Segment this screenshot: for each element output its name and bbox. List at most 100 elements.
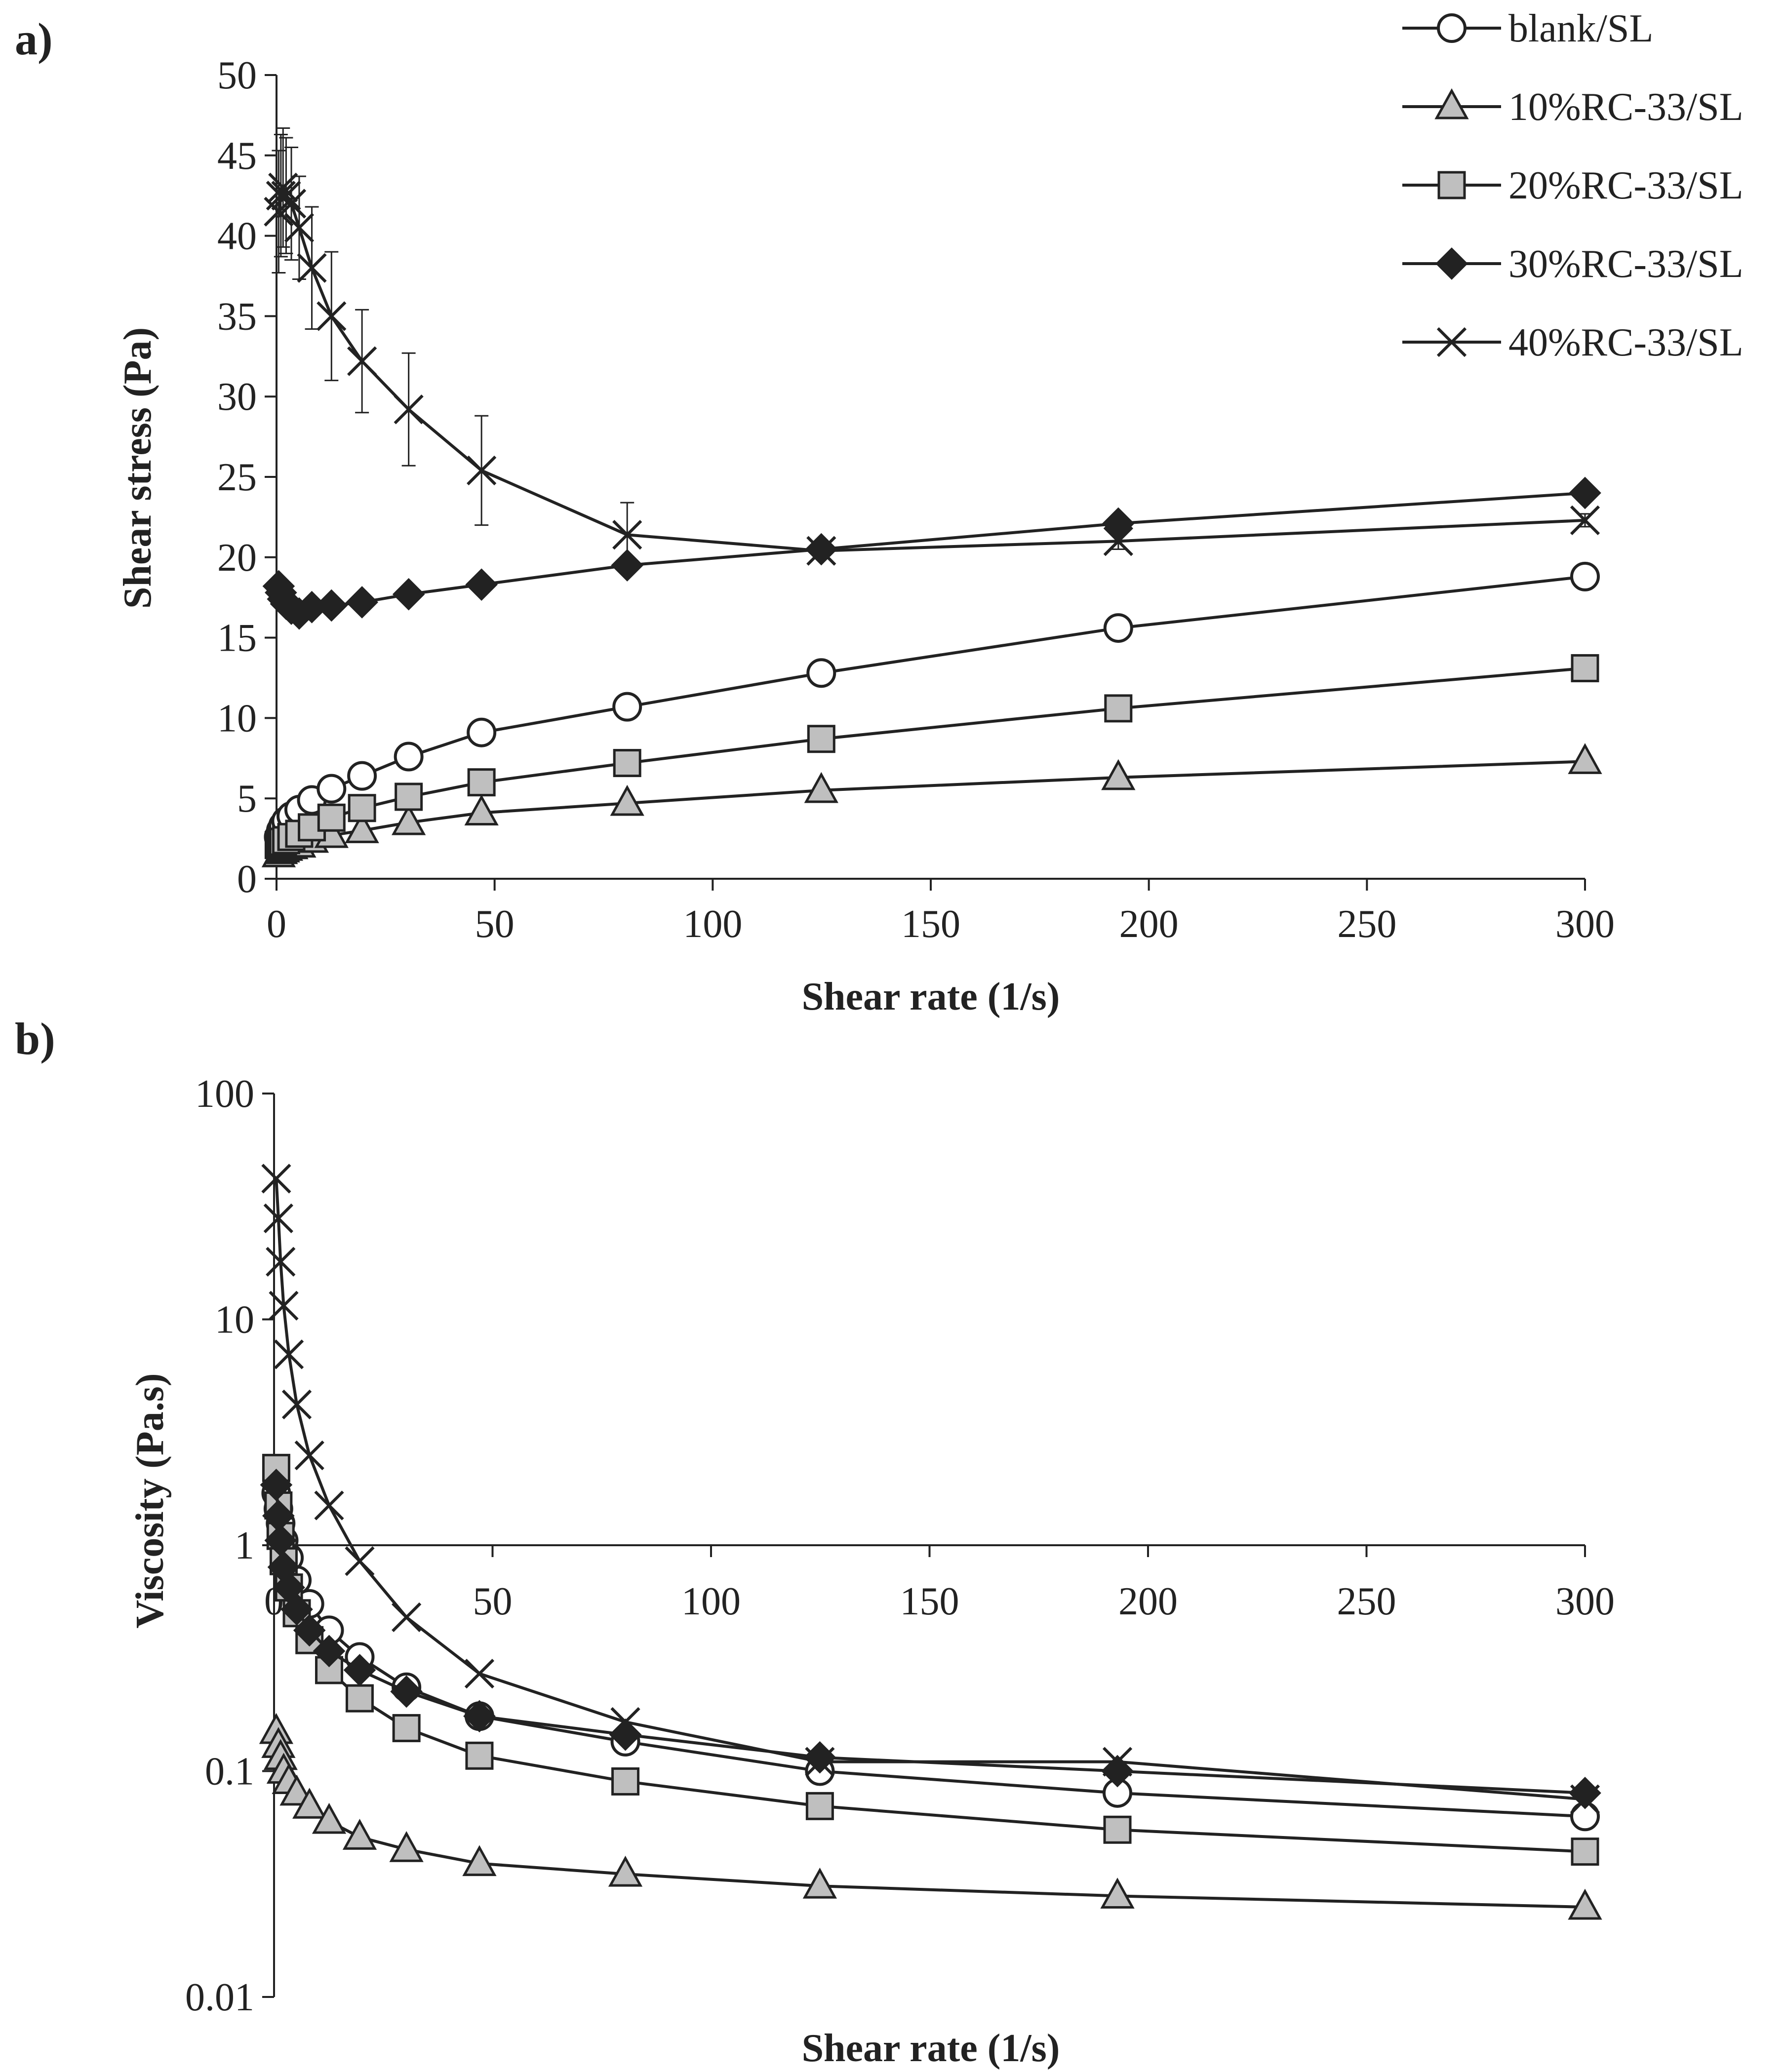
panel-a-series-2 [264, 654, 1599, 860]
panel-a-axes: 0 5 10 15 20 25 30 35 40 45 50 0 50 100 150 200 250 300 [217, 54, 1615, 946]
panel-a-x-tick-label: 250 [1337, 902, 1396, 946]
panel-b-series-1 [259, 1713, 1602, 1920]
panel-a-data-point [612, 692, 642, 722]
panel-a-x-tick-label: 50 [475, 902, 515, 946]
panel-a-x-tick-label: 100 [683, 902, 742, 946]
panel-b-data-point [1103, 1815, 1132, 1844]
legend-label: 40%RC-33/SL [1508, 321, 1744, 364]
panel-b-data-point [1568, 1888, 1602, 1920]
panel-a-x-tick-label: 150 [901, 902, 960, 946]
panel-b-data-point [802, 1868, 837, 1899]
panel-b-x-tick-label: 300 [1555, 1580, 1615, 1623]
panel-a-y-tick-label: 0 [237, 858, 257, 901]
panel-a-y-tick-label: 25 [217, 456, 257, 499]
panel-a-y-tick-label: 35 [217, 295, 257, 338]
panel-b-series [259, 1164, 1602, 1920]
panel-a-data-point [317, 774, 347, 804]
panel-a-data-point [1103, 526, 1133, 556]
panel-b-x-tick-label: 50 [473, 1580, 513, 1623]
panel-a-data-point [394, 742, 424, 772]
legend-label: 30%RC-33/SL [1508, 242, 1744, 286]
legend-marker [1436, 327, 1467, 357]
panel-b-x-tick-label: 250 [1337, 1580, 1396, 1623]
panel-a-data-point [1568, 743, 1602, 774]
panel-b-data-point [343, 1654, 376, 1686]
panel-a-x-tick-label: 200 [1119, 902, 1179, 946]
panel-a-data-point [345, 812, 379, 843]
panel-a-label: a) [15, 14, 53, 64]
panel-a-x-axis-title: Shear rate (1/s) [802, 975, 1060, 1018]
legend-label: 10%RC-33/SL [1508, 85, 1744, 129]
panel-b-data-point [392, 1602, 422, 1632]
panel-a-data-point [284, 213, 315, 243]
panel-b-data-point [1102, 1747, 1133, 1777]
panel-a-data-point [392, 804, 426, 835]
panel-b-data-point [463, 1700, 496, 1733]
panel-b-data-point [465, 1741, 494, 1770]
panel-a-data-point [807, 725, 835, 753]
panel-a-series-1 [261, 743, 1602, 867]
panel-b-data-point [462, 1845, 497, 1877]
panel-a-data-point [317, 301, 347, 331]
panel-b-series-0 [261, 1478, 1600, 1832]
legend-marker [1437, 13, 1467, 43]
legend-marker [1434, 88, 1469, 119]
panel-a-data-point [806, 536, 836, 566]
panel-a-y-tick-label: 15 [217, 617, 257, 660]
panel-a-data-point [394, 394, 424, 425]
panel-a-y-tick-label: 40 [217, 215, 257, 258]
panel-a-series-line [277, 575, 1586, 838]
panel-b-data-point [1570, 1784, 1600, 1814]
panel-a-series-line [277, 491, 1586, 615]
panel-a-y-tick-label: 50 [217, 54, 257, 97]
panel-a-data-point [1569, 476, 1601, 509]
legend-marker [1437, 171, 1466, 199]
legend-item: 40%RC-33/SL [1402, 321, 1744, 364]
panel-b-data-point [805, 1792, 834, 1820]
panel-a-series-line [277, 186, 1586, 552]
panel-b-series-4 [261, 1164, 1600, 1814]
panel-b-x-tick-label: 150 [900, 1580, 959, 1623]
legend: blank/SL 10%RC-33/SL 20%RC-33/SL 30%RC-33/S… [1402, 7, 1744, 364]
legend-marker [1435, 247, 1468, 280]
panel-a-data-point [395, 782, 423, 811]
panel-b-x-tick-label: 100 [681, 1580, 741, 1623]
panel-b-data-point [260, 1468, 293, 1501]
panel-a-data-point [268, 172, 298, 203]
panel-a-data-point [613, 749, 641, 778]
panel-a-data-point [465, 568, 498, 601]
panel-b-y-tick-label: 100 [195, 1072, 254, 1116]
panel-b-data-point [293, 1614, 326, 1647]
panel-b-data-point [294, 1440, 324, 1471]
panel-a-y-tick-label: 10 [217, 697, 257, 740]
panel-b-data-point [392, 1714, 421, 1742]
panel-b-data-point [345, 1684, 374, 1713]
panel-a-data-point [610, 784, 644, 816]
panel-b-x-tick-label: 200 [1118, 1580, 1178, 1623]
panel-a-data-point [1104, 694, 1133, 723]
legend-item: blank/SL [1402, 7, 1653, 50]
panel-b-y-axis-title: Viscosity (Pa.s) [128, 1373, 172, 1629]
panel-a-data-point [467, 717, 497, 747]
panel-a-data-point [317, 803, 346, 832]
panel-b-y-tick-label: 10 [215, 1298, 254, 1342]
panel-a-data-point [348, 794, 376, 822]
panel-a-y-tick-label: 45 [217, 134, 257, 178]
panel-a-data-point [464, 794, 499, 826]
legend-label: 20%RC-33/SL [1508, 164, 1744, 207]
panel-a-data-point [392, 578, 425, 611]
panel-a-series [261, 127, 1602, 867]
panel-b-data-point [269, 1290, 299, 1321]
panel-a-series-4 [264, 127, 1600, 568]
panel-a-y-axis-title: Shear stress (Pa) [116, 327, 159, 609]
panel-b-data-point [1100, 1877, 1135, 1909]
panel-b-x-axis-title: Shear rate (1/s) [802, 2027, 1060, 2070]
panel-a-data-point [347, 761, 377, 791]
panel-a-data-point [804, 772, 838, 803]
panel-b-data-point [611, 1767, 640, 1796]
panel-b-data-point [805, 1747, 835, 1777]
panel-b-data-point [464, 1659, 495, 1689]
panel-a-data-point [276, 189, 307, 219]
panel-b-data-point [263, 1203, 293, 1234]
